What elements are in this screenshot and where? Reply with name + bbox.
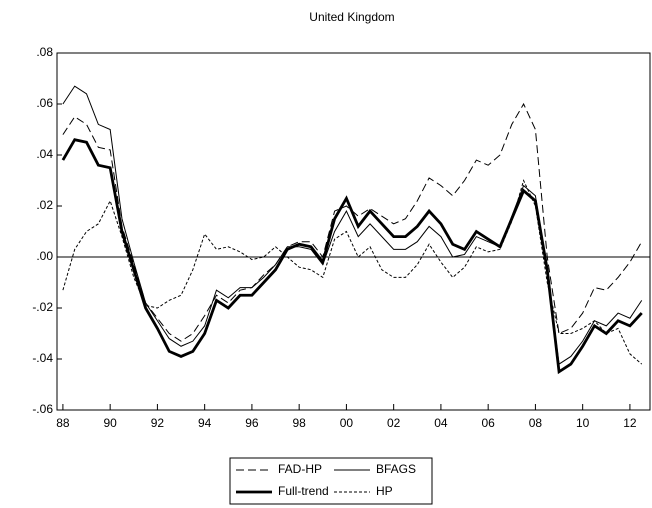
legend-label: HP xyxy=(376,484,393,498)
y-tick-label: -.06 xyxy=(32,402,53,416)
x-tick-label: 94 xyxy=(198,416,212,430)
x-tick-label: 88 xyxy=(56,416,70,430)
x-tick-label: 98 xyxy=(292,416,306,430)
series-line xyxy=(61,138,643,375)
series-line xyxy=(62,179,643,365)
x-tick-label: 92 xyxy=(151,416,165,430)
x-tick-label: 08 xyxy=(529,416,543,430)
x-tick-label: 04 xyxy=(434,416,448,430)
x-tick-label: 12 xyxy=(623,416,637,430)
series-line xyxy=(62,102,643,342)
legend-label: BFAGS xyxy=(376,462,416,476)
x-tick-label: 06 xyxy=(481,416,495,430)
legend-label: Full-trend xyxy=(278,484,329,498)
y-tick-label: -.02 xyxy=(32,300,53,314)
y-tick-label: .04 xyxy=(36,147,53,161)
y-tick-label: -.04 xyxy=(32,351,53,365)
y-tick-label: .02 xyxy=(36,198,53,212)
x-tick-label: 10 xyxy=(576,416,590,430)
x-tick-label: 96 xyxy=(245,416,259,430)
x-tick-label: 00 xyxy=(340,416,354,430)
x-tick-label: 02 xyxy=(387,416,401,430)
y-tick-label: .00 xyxy=(36,249,53,263)
series-line xyxy=(62,85,643,365)
legend-box xyxy=(229,457,433,505)
chart-title: United Kingdom xyxy=(309,10,394,24)
legend-label: FAD-HP xyxy=(278,462,322,476)
y-tick-label: .08 xyxy=(36,45,53,59)
plot-frame xyxy=(56,52,651,411)
x-tick-label: 90 xyxy=(103,416,117,430)
y-tick-label: .06 xyxy=(36,96,53,110)
